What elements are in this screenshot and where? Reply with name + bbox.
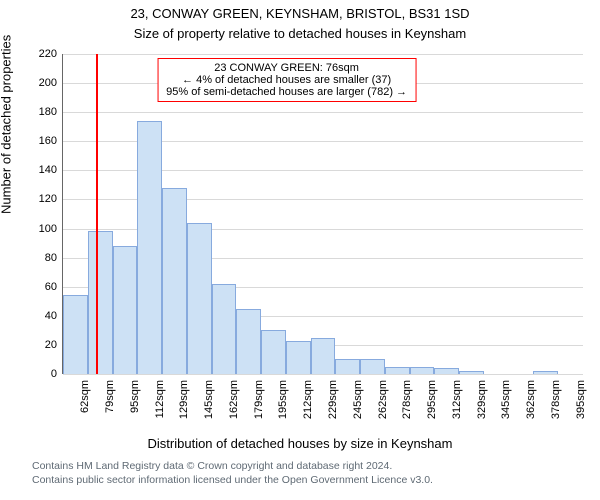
histogram-bar	[236, 309, 261, 374]
histogram-bar	[261, 330, 286, 374]
x-tick-label: 378sqm	[550, 380, 562, 419]
y-tick-label: 100	[39, 223, 57, 235]
histogram-bar	[162, 188, 187, 374]
x-tick-label: 212sqm	[302, 380, 314, 419]
x-tick-label: 329sqm	[476, 380, 488, 419]
annotation-line: ← 4% of detached houses are smaller (37)	[166, 74, 407, 86]
footer-line-2: Contains public sector information licen…	[32, 474, 433, 486]
y-tick-label: 20	[45, 339, 57, 351]
y-tick-label: 0	[51, 368, 57, 380]
histogram-bar	[410, 367, 435, 374]
histogram-bar	[459, 371, 484, 374]
y-tick-label: 120	[39, 193, 57, 205]
grid-line	[63, 112, 583, 113]
chart-title-sub: Size of property relative to detached ho…	[0, 26, 600, 41]
x-tick-label: 79sqm	[104, 380, 116, 413]
grid-line	[63, 54, 583, 55]
x-tick-area: 62sqm 79sqm 95sqm 112sqm 129sqm 145sqm 162sqm 1…	[63, 380, 583, 435]
marker-vertical-line	[96, 54, 98, 374]
y-tick-label: 140	[39, 164, 57, 176]
plot-area: 23 CONWAY GREEN: 76sqm← 4% of detached h…	[63, 54, 583, 374]
x-tick-label: 295sqm	[426, 380, 438, 419]
y-tick-label: 40	[45, 310, 57, 322]
x-tick-label: 395sqm	[575, 380, 587, 419]
histogram-bar	[286, 341, 311, 374]
histogram-bar	[360, 359, 385, 374]
histogram-bar	[434, 368, 459, 374]
histogram-bar	[311, 338, 336, 374]
x-tick-label: 278sqm	[401, 380, 413, 419]
x-tick-label: 112sqm	[154, 380, 166, 418]
histogram-bar	[63, 295, 88, 374]
y-tick-area: 020406080100120140160180200220	[0, 54, 59, 374]
grid-line	[63, 374, 583, 375]
histogram-bar	[533, 371, 558, 374]
histogram-bar	[187, 223, 212, 374]
annotation-line: 95% of semi-detached houses are larger (…	[166, 86, 407, 98]
chart-title-main: 23, CONWAY GREEN, KEYNSHAM, BRISTOL, BS3…	[0, 6, 600, 21]
x-axis-label: Distribution of detached houses by size …	[0, 436, 600, 451]
x-tick-label: 345sqm	[500, 380, 512, 419]
x-tick-label: 95sqm	[129, 380, 141, 413]
y-tick-label: 60	[45, 281, 57, 293]
y-tick-label: 220	[39, 48, 57, 60]
chart-container: 23, CONWAY GREEN, KEYNSHAM, BRISTOL, BS3…	[0, 0, 600, 500]
x-tick-label: 195sqm	[277, 380, 289, 419]
x-tick-label: 179sqm	[253, 380, 265, 419]
y-tick-label: 200	[39, 77, 57, 89]
x-tick-label: 362sqm	[525, 380, 537, 419]
x-tick-label: 129sqm	[178, 380, 190, 419]
histogram-bar	[335, 359, 360, 374]
annotation-line: 23 CONWAY GREEN: 76sqm	[166, 62, 407, 74]
histogram-bar	[212, 284, 237, 374]
x-tick-label: 162sqm	[228, 380, 240, 419]
x-tick-label: 62sqm	[79, 380, 91, 413]
histogram-bar	[113, 246, 138, 374]
histogram-bar	[385, 367, 410, 374]
histogram-bar	[88, 231, 113, 374]
x-tick-label: 145sqm	[203, 380, 215, 419]
y-tick-label: 160	[39, 135, 57, 147]
x-tick-label: 262sqm	[377, 380, 389, 419]
annotation-box: 23 CONWAY GREEN: 76sqm← 4% of detached h…	[157, 58, 416, 102]
y-tick-label: 80	[45, 252, 57, 264]
y-tick-label: 180	[39, 106, 57, 118]
footer-line-1: Contains HM Land Registry data © Crown c…	[32, 460, 392, 472]
histogram-bar	[137, 121, 162, 374]
x-tick-label: 229sqm	[327, 380, 339, 419]
x-tick-label: 245sqm	[352, 380, 364, 419]
x-tick-label: 312sqm	[451, 380, 463, 419]
